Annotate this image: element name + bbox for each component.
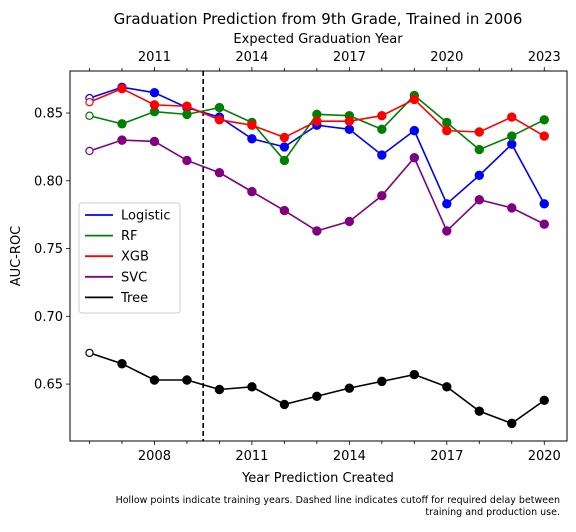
point-rf (182, 109, 192, 120)
point-tree (442, 382, 452, 392)
footnote: Hollow points indicate training years. D… (116, 495, 560, 518)
point-rf (214, 102, 225, 113)
y-tick-label: 0.85 (34, 107, 63, 122)
point-logistic (539, 199, 549, 209)
top-tick-label: 2011 (138, 50, 171, 65)
point-tree (247, 382, 257, 392)
point-tree (344, 383, 355, 393)
point-logistic (247, 134, 257, 144)
point-xgb (117, 83, 127, 94)
legend-label-logistic: Logistic (121, 209, 170, 224)
top-tick-label: 2014 (235, 50, 268, 65)
point-logistic (279, 142, 290, 152)
point-tree (474, 406, 484, 416)
point-svc (409, 153, 420, 163)
point-svc (149, 136, 160, 147)
top-axis-label: Expected Graduation Year (233, 32, 403, 47)
x-tick-label: 2020 (528, 449, 561, 464)
plot-area: 2008 2011 2014 2017 2020 2011 2014 2017 2020 2023… (34, 50, 568, 464)
legend: Logistic RF XGB SVC Tree (78, 202, 181, 314)
point-tree (279, 399, 290, 410)
y-tick-label: 0.65 (34, 378, 63, 393)
point-tree (117, 359, 127, 369)
point-logistic (149, 87, 160, 98)
x-tick-label: 2011 (235, 449, 268, 464)
point-svc (312, 226, 322, 236)
plot-frame (69, 70, 568, 442)
point-logistic (507, 139, 517, 149)
point-rf (279, 155, 290, 166)
point-xgb (182, 101, 192, 111)
point-tree (312, 391, 322, 401)
point-svc (117, 135, 127, 145)
point-svc (85, 146, 94, 156)
point-rf (442, 117, 452, 128)
point-rf (85, 111, 94, 120)
point-logistic (442, 199, 452, 209)
legend-label-xgb: XGB (121, 250, 149, 265)
point-svc (507, 203, 517, 213)
chart-title: Graduation Prediction from 9th Grade, Tr… (114, 10, 523, 28)
point-svc (474, 195, 484, 205)
point-logistic (344, 124, 355, 134)
point-tree (85, 348, 94, 358)
point-svc (279, 205, 290, 216)
point-xgb (474, 127, 484, 137)
point-xgb (442, 125, 452, 136)
point-logistic (474, 170, 484, 181)
point-rf (507, 131, 517, 141)
point-logistic (377, 150, 387, 160)
point-rf (377, 124, 387, 134)
point-svc (182, 155, 192, 166)
point-xgb (247, 120, 257, 130)
top-tick-label: 2023 (528, 50, 561, 65)
point-tree (149, 375, 160, 385)
point-tree (409, 369, 420, 380)
point-svc (442, 226, 452, 236)
point-xgb (377, 111, 387, 121)
point-tree (539, 395, 549, 406)
x-tick-label: 2014 (333, 449, 366, 464)
point-tree (214, 384, 225, 395)
x-axis-label: Year Prediction Created (241, 471, 394, 486)
point-xgb (149, 100, 160, 110)
point-xgb (312, 116, 322, 126)
y-axis-label: AUC-ROC (9, 226, 24, 287)
point-tree (507, 418, 517, 429)
point-rf (539, 115, 549, 125)
legend-label-rf: RF (121, 229, 138, 244)
point-xgb (85, 97, 94, 107)
legend-label-svc: SVC (121, 270, 147, 285)
point-tree (377, 376, 387, 387)
point-svc (344, 216, 355, 227)
point-xgb (409, 94, 420, 105)
point-rf (474, 144, 484, 155)
x-tick-label: 2008 (138, 449, 171, 464)
y-tick-label: 0.75 (34, 242, 63, 257)
point-rf (117, 119, 127, 129)
top-tick-label: 2017 (333, 50, 366, 65)
point-xgb (344, 116, 355, 126)
point-svc (539, 219, 549, 229)
y-tick-label: 0.70 (34, 310, 63, 325)
point-xgb (279, 132, 290, 143)
legend-label-tree: Tree (120, 291, 148, 306)
point-svc (214, 167, 225, 178)
x-tick-label: 2017 (430, 449, 463, 464)
point-svc (377, 190, 387, 201)
point-xgb (507, 112, 517, 122)
point-xgb (214, 115, 225, 125)
point-svc (247, 186, 257, 197)
point-tree (182, 375, 192, 385)
point-logistic (409, 125, 420, 136)
legend-box (78, 202, 181, 314)
point-xgb (539, 131, 549, 141)
top-tick-label: 2020 (430, 50, 463, 65)
y-tick-label: 0.80 (34, 174, 63, 189)
